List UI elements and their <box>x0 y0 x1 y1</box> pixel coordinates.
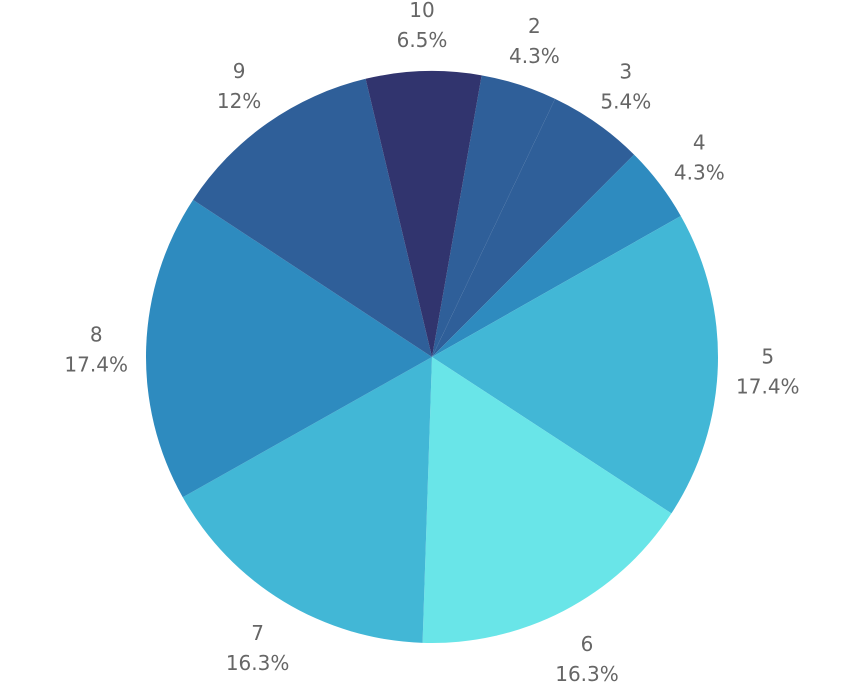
pie-slices <box>145 70 719 643</box>
slice-category-label: 5 <box>761 345 774 369</box>
slice-percent-label: 17.4% <box>64 352 128 376</box>
slice-percent-label: 16.3% <box>555 662 619 686</box>
pie-slice-6 <box>422 357 672 643</box>
slice-category-label: 2 <box>528 14 541 38</box>
slice-label-2: 2 4.3% <box>509 14 560 68</box>
pie-slice-7 <box>182 357 432 643</box>
slice-label-8: 8 17.4% <box>64 322 128 376</box>
slice-category-label: 8 <box>90 322 103 346</box>
slice-percent-label: 17.4% <box>736 375 800 399</box>
slice-category-label: 4 <box>693 130 706 154</box>
slice-percent-label: 16.3% <box>226 651 290 675</box>
slice-label-10: 10 6.5% <box>397 0 448 52</box>
slice-category-label: 10 <box>409 0 434 22</box>
pie-slice-10 <box>365 70 482 358</box>
slice-label-9: 912% <box>217 59 261 113</box>
pie-slice-8 <box>145 199 432 498</box>
slice-category-label: 6 <box>581 632 594 656</box>
pie-slice-3 <box>432 98 635 357</box>
slice-percent-label: 4.3% <box>674 160 725 184</box>
pie-labels: 2 4.3% 3 5.4% 4 4.3% 5 17.4% 6 16.3% 7 16.3% 8 17.4% 9… <box>64 0 799 686</box>
slice-percent-label: 12% <box>217 89 261 113</box>
slice-percent-label: 5.4% <box>600 90 651 114</box>
pie-slice-5 <box>432 215 719 514</box>
pie-slice-9 <box>193 78 432 357</box>
slice-percent-label: 6.5% <box>397 28 448 52</box>
slice-label-4: 4 4.3% <box>674 130 725 184</box>
slice-label-7: 7 16.3% <box>226 621 290 675</box>
slice-label-6: 6 16.3% <box>555 632 619 686</box>
slice-percent-label: 4.3% <box>509 44 560 68</box>
slice-category-label: 3 <box>619 60 632 84</box>
slice-category-label: 9 <box>233 59 246 83</box>
slice-label-5: 5 17.4% <box>736 345 800 399</box>
pie-slice-4 <box>432 154 681 357</box>
pie-slice-2 <box>432 75 556 357</box>
slice-category-label: 7 <box>251 621 264 645</box>
slice-label-3: 3 5.4% <box>600 60 651 114</box>
